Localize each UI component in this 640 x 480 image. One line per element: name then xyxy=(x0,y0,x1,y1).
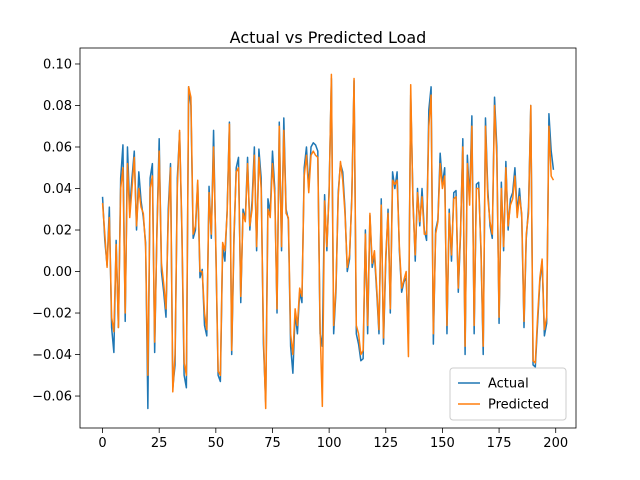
y-tick-label: 0.10 xyxy=(43,57,72,72)
chart-title: Actual vs Predicted Load xyxy=(230,28,427,47)
y-tick-label: 0.04 xyxy=(43,182,72,197)
x-tick-label: 0 xyxy=(98,436,106,451)
x-tick-label: 100 xyxy=(317,436,342,451)
series-line xyxy=(101,73,555,410)
x-tick-label: 50 xyxy=(208,436,225,451)
legend-label: Actual xyxy=(488,377,529,392)
axes-frame xyxy=(79,47,577,429)
x-tick-label: 25 xyxy=(151,436,168,451)
legend-box xyxy=(449,367,567,421)
legend-label: Predicted xyxy=(488,398,549,413)
y-tick-label: 0.02 xyxy=(43,224,72,239)
y-tick-label: −0.04 xyxy=(32,348,72,363)
x-tick-label: 200 xyxy=(543,436,568,451)
y-tick-label: 0.08 xyxy=(43,99,72,114)
x-tick-label: 150 xyxy=(430,436,455,451)
y-tick-label: −0.06 xyxy=(32,390,72,405)
x-tick-label: 125 xyxy=(373,436,398,451)
y-tick-label: 0.06 xyxy=(43,140,72,155)
x-tick-label: 175 xyxy=(487,436,512,451)
y-tick-label: −0.02 xyxy=(32,307,72,322)
x-tick-label: 75 xyxy=(264,436,281,451)
y-tick-label: 0.00 xyxy=(43,265,72,280)
